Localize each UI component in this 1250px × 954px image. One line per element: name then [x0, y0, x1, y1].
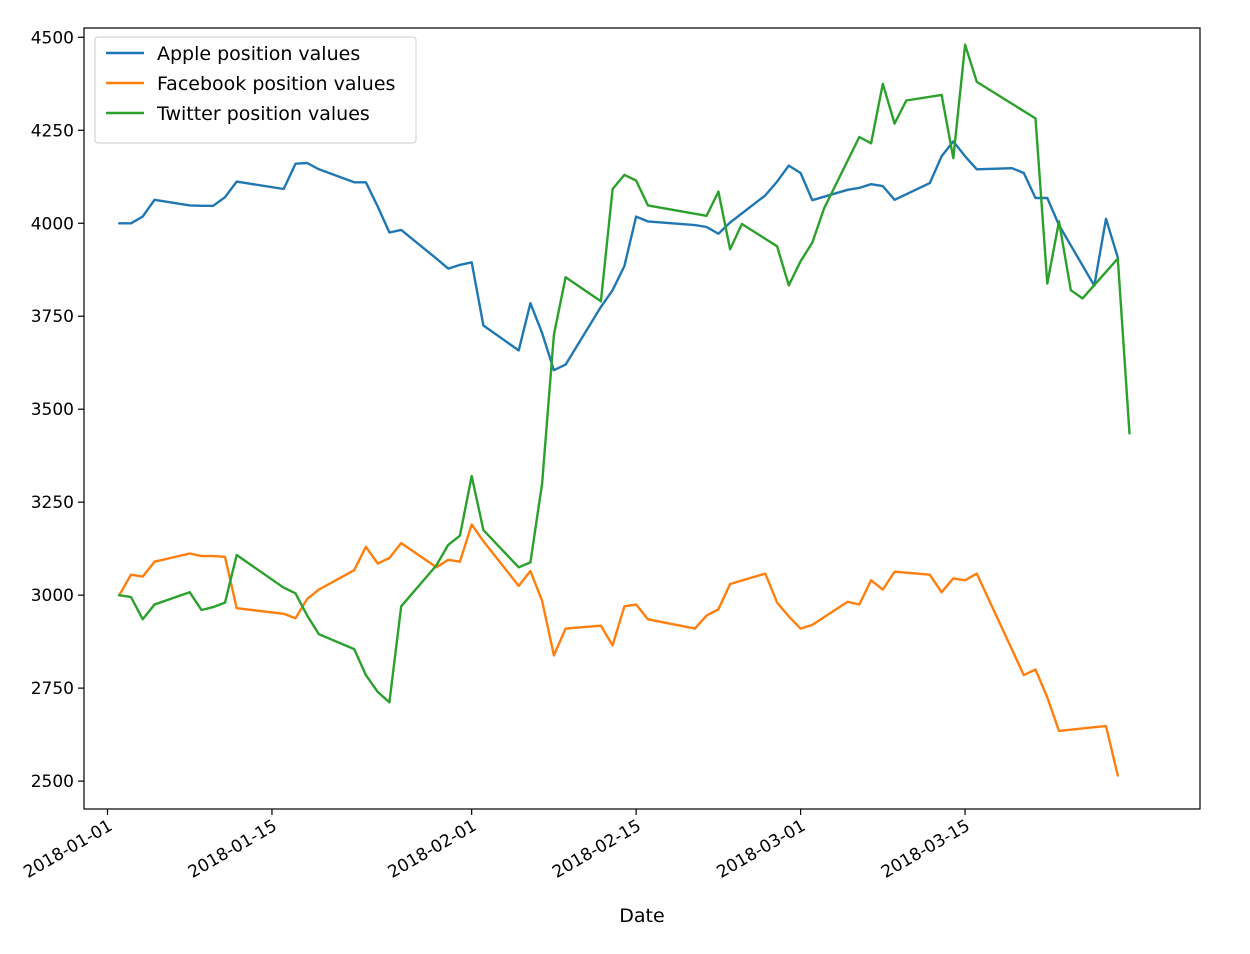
legend-box [94, 36, 417, 144]
y-tick-label: 4500 [31, 28, 74, 48]
y-tick-label: 3500 [31, 400, 74, 420]
y-tick-label: 4000 [31, 214, 74, 234]
y-axis: 2500 2750 3000 3250 3500 3750 4000 4250 4500 [31, 28, 84, 792]
y-tick-label: 3750 [31, 307, 74, 327]
y-tick-label: 2750 [31, 679, 74, 699]
y-tick-label: 2500 [31, 772, 74, 792]
legend: Apple position values Facebook position v… [94, 36, 417, 144]
series-line-1 [117, 523, 1120, 777]
y-tick-label: 4250 [31, 121, 74, 141]
series-line-2 [117, 43, 1131, 704]
legend-label-1: Facebook position values [157, 73, 395, 95]
legend-label-2: Twitter position values [156, 103, 370, 125]
y-tick-label: 3250 [31, 493, 74, 513]
legend-label-0: Apple position values [157, 43, 360, 65]
plot-frame [83, 27, 1201, 810]
series-layer [117, 43, 1131, 777]
y-tick-label: 3000 [31, 586, 74, 606]
x-axis-title: Date [619, 905, 664, 927]
